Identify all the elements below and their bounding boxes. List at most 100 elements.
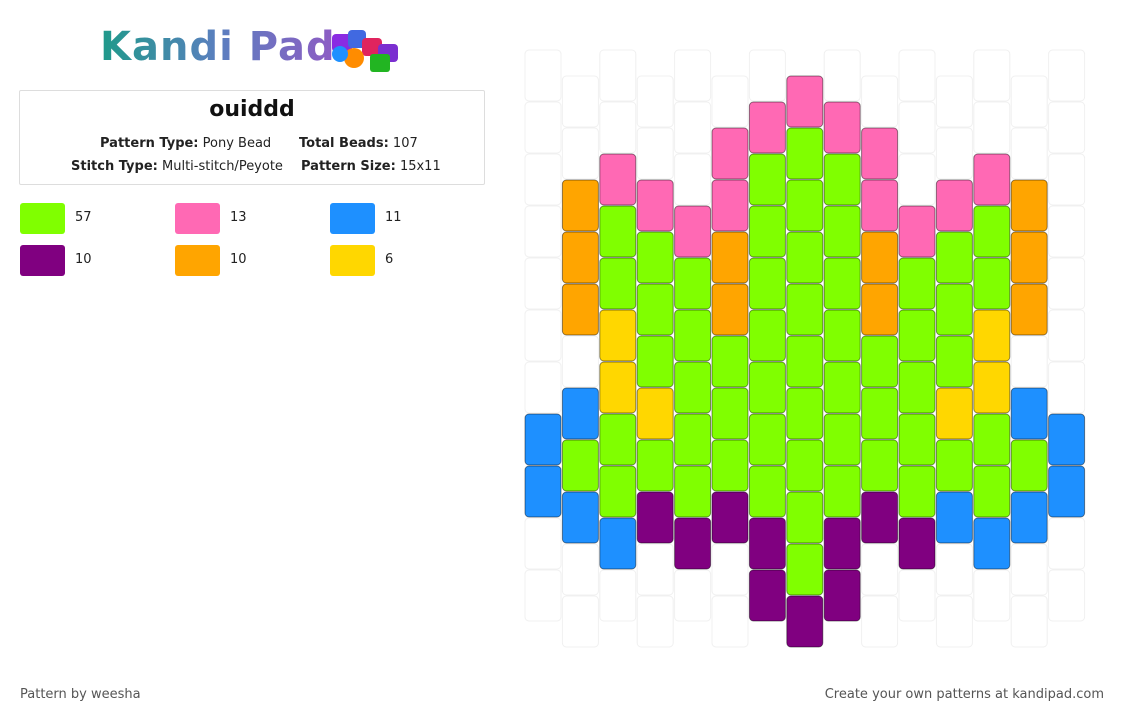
bead [823, 361, 861, 414]
bead [823, 465, 861, 518]
bead [599, 205, 637, 258]
bead [748, 309, 786, 362]
bead [748, 413, 786, 466]
bead [786, 75, 824, 128]
value: Multi-stitch/Peyote [162, 159, 283, 174]
bead [711, 231, 749, 284]
bead [674, 361, 712, 414]
empty-bead [973, 49, 1011, 102]
bead [973, 257, 1011, 310]
bead [674, 413, 712, 466]
empty-bead [935, 75, 973, 128]
bead [861, 387, 899, 440]
empty-bead [898, 153, 936, 206]
bead [561, 231, 599, 284]
bead [823, 309, 861, 362]
bead [561, 439, 599, 492]
empty-bead [524, 361, 562, 414]
bead [561, 387, 599, 440]
empty-bead [1048, 153, 1086, 206]
empty-bead [524, 517, 562, 570]
bead [898, 465, 936, 518]
empty-bead [973, 569, 1011, 622]
bead [973, 413, 1011, 466]
footer-link[interactable]: Create your own patterns at kandipad.com [824, 687, 1104, 702]
bead [786, 179, 824, 232]
label: Total Beads: [299, 136, 389, 151]
bead-grid [524, 49, 1086, 648]
bead [1010, 179, 1048, 232]
bead [561, 283, 599, 336]
bead [636, 335, 674, 388]
bead [636, 283, 674, 336]
empty-bead [674, 101, 712, 154]
bead [823, 205, 861, 258]
bead [561, 491, 599, 544]
bead [1010, 491, 1048, 544]
empty-bead [599, 569, 637, 622]
value: Pony Bead [202, 136, 272, 151]
label: Pattern Type: [100, 136, 199, 151]
bead [935, 335, 973, 388]
legend-count: 13 [230, 210, 247, 225]
bead [524, 465, 562, 518]
bead [973, 361, 1011, 414]
bead [973, 205, 1011, 258]
bead [636, 439, 674, 492]
empty-bead [935, 543, 973, 596]
value: 15x11 [399, 159, 441, 174]
bead [935, 491, 973, 544]
bead [711, 283, 749, 336]
bead [599, 309, 637, 362]
empty-bead [599, 101, 637, 154]
legend-swatch [20, 203, 65, 234]
bead [748, 153, 786, 206]
bead [786, 127, 824, 180]
bead [599, 413, 637, 466]
legend-count: 10 [230, 252, 247, 267]
empty-bead [561, 335, 599, 388]
empty-bead [561, 127, 599, 180]
legend-count: 57 [75, 210, 92, 225]
bead [1048, 465, 1086, 518]
empty-bead [1048, 257, 1086, 310]
bead [935, 283, 973, 336]
bead [674, 517, 712, 570]
empty-bead [1048, 569, 1086, 622]
bead [599, 465, 637, 518]
bead [636, 179, 674, 232]
logo[interactable]: Kandi Pad [100, 24, 336, 70]
empty-bead [711, 595, 749, 648]
total-beads: Total Beads: 107 [299, 136, 418, 151]
bead [1010, 439, 1048, 492]
empty-bead [1010, 595, 1048, 648]
bead [898, 205, 936, 258]
empty-bead [1048, 205, 1086, 258]
empty-bead [1010, 75, 1048, 128]
empty-bead [524, 569, 562, 622]
legend-swatch [175, 245, 220, 276]
bead [748, 517, 786, 570]
empty-bead [524, 309, 562, 362]
bead [823, 257, 861, 310]
empty-bead [1048, 309, 1086, 362]
empty-bead [524, 49, 562, 102]
value: 107 [392, 136, 418, 151]
bead [786, 231, 824, 284]
bead [711, 491, 749, 544]
bead [898, 517, 936, 570]
legend-count: 6 [385, 252, 394, 267]
empty-bead [898, 49, 936, 102]
bead [524, 413, 562, 466]
bead [823, 153, 861, 206]
pattern-type: Pattern Type: Pony Bead [100, 136, 271, 151]
empty-bead [674, 153, 712, 206]
bead [674, 257, 712, 310]
bead [786, 387, 824, 440]
pattern-size: Pattern Size: 15x11 [301, 159, 441, 174]
empty-bead [674, 569, 712, 622]
bead [973, 309, 1011, 362]
bead [599, 153, 637, 206]
bead [861, 231, 899, 284]
